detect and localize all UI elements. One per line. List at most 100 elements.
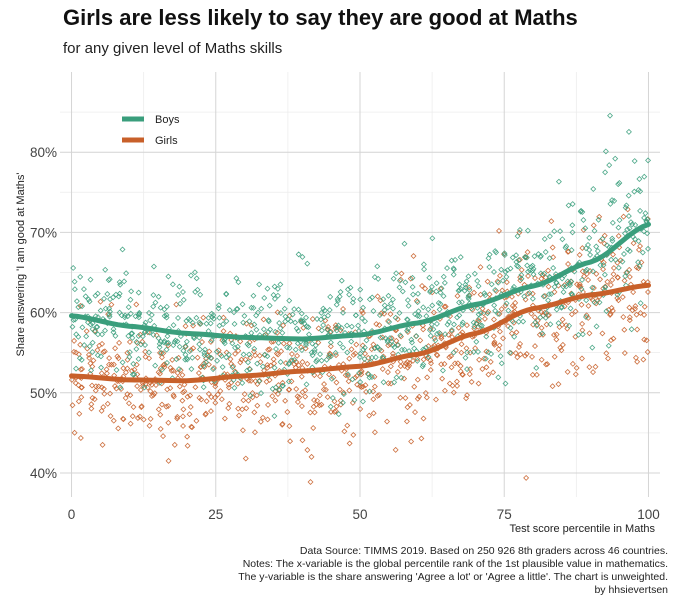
girls-point [420,415,427,422]
boys-point [427,287,434,294]
boys-point [450,265,457,272]
boys-point [176,343,183,350]
boys-point [340,344,347,351]
boys-point [188,272,194,279]
boys-point [495,310,502,317]
girls-point [147,388,154,395]
girls-point [148,393,155,399]
boys-point [216,314,223,321]
girls-point [263,378,270,385]
boys-point [210,366,217,373]
boys-point [366,296,373,303]
boys-point [132,313,139,320]
boys-point [632,236,639,243]
girls-point [401,375,408,382]
girls-point [516,344,522,351]
girls-point [282,397,289,404]
boys-point [324,326,331,333]
boys-point [187,317,194,324]
girls-point [454,293,461,299]
boys-point [193,275,200,282]
girls-point [490,369,497,376]
boys-point [626,248,633,255]
boys-point [376,312,383,319]
boys-point [125,333,132,339]
boys-point [230,309,237,316]
boys-point [157,304,164,311]
girls-point [187,392,194,399]
boys-point [531,253,538,260]
boys-point [525,268,531,275]
boys-point [202,346,208,353]
girls-point [311,397,317,404]
boys-point [575,331,582,338]
boys-point [583,297,590,304]
boys-point [135,355,142,362]
boys-point [220,321,227,328]
boys-point [486,264,493,271]
boys-point [579,331,586,338]
girls-point [491,339,498,346]
girls-point [112,345,119,352]
boys-point [429,302,436,309]
boys-point [636,176,643,182]
girls-point [118,386,125,392]
boys-point [332,349,339,356]
girls-point [199,339,206,345]
boys-point [233,306,240,313]
boys-point [602,284,609,291]
boys-point [585,241,591,248]
girls-point [180,389,186,396]
boys-point [98,364,105,371]
boys-point [631,188,638,195]
boys-point [73,298,80,305]
girls-point [555,381,562,388]
girls-point [467,366,474,373]
girls-point [176,383,183,390]
boys-point [260,326,267,333]
boys-point [387,300,394,307]
boys-point [258,305,265,312]
boys-point [415,308,422,315]
boys-point [603,308,610,315]
boys-point [112,332,119,339]
girls-point [181,381,188,388]
boys-point [128,330,135,337]
boys-point [515,318,522,325]
girls-point [508,350,514,357]
girls-point [208,394,215,401]
girls-point [610,271,617,278]
boys-point [463,278,470,285]
caption-source: Data Source: TIMMS 2019. Based on 250 92… [299,545,668,557]
girls-point [512,350,519,357]
girls-point [371,429,378,436]
boys-point [124,313,131,320]
boys-point [399,288,406,295]
girls-point [360,383,366,390]
girls-point [174,415,181,422]
boys-point [522,254,529,261]
boys-point [275,339,282,346]
boys-point [170,322,177,329]
girls-point [179,397,186,404]
boys-point [485,255,492,262]
boys-point [640,228,647,235]
boys-point [456,312,463,319]
boys-point [261,351,268,358]
boys-point [182,343,189,350]
boys-point [229,364,236,371]
boys-point [186,348,193,355]
boys-point [411,345,418,352]
girls-point [423,394,430,401]
girls-point [192,384,199,391]
boys-point [309,352,316,359]
boys-point [77,273,84,280]
boys-point [277,325,284,332]
girls-point [311,409,318,416]
girls-point [241,391,248,398]
boys-point [85,296,92,303]
girls-point [298,344,305,351]
boys-point [503,300,510,307]
boys-point [281,305,288,312]
girls-point [129,413,136,420]
